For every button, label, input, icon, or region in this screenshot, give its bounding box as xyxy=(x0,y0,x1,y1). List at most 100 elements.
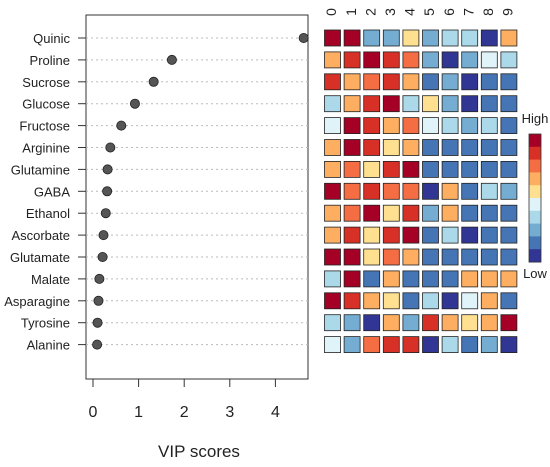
heatmap-cell xyxy=(402,248,420,266)
heatmap-cell xyxy=(402,95,420,113)
heatmap-cell xyxy=(363,160,381,178)
heatmap-cell xyxy=(382,29,400,47)
heatmap-cell xyxy=(422,226,439,244)
heatmap-cell xyxy=(461,292,479,310)
x-tick-label: 1 xyxy=(134,404,143,421)
heatmap-cell xyxy=(461,73,479,91)
heatmap-cell xyxy=(324,204,341,222)
heatmap-cell xyxy=(500,336,518,354)
heatmap-cell xyxy=(382,182,400,200)
heatmap-cell xyxy=(343,51,361,69)
heatmap-cell xyxy=(363,29,381,47)
heatmap-column-label: 3 xyxy=(382,8,398,16)
heatmap-cell xyxy=(441,139,459,156)
heatmap-cell xyxy=(363,182,381,200)
heatmap-cell xyxy=(324,160,341,178)
heatmap-cell xyxy=(441,95,459,113)
heatmap-cell xyxy=(422,336,439,354)
y-tick-label: Arginine xyxy=(22,141,70,156)
heatmap-cell xyxy=(461,51,479,69)
heatmap-cell xyxy=(480,139,498,156)
heatmap-cell xyxy=(382,270,400,288)
x-tick-label: 2 xyxy=(180,404,189,421)
heatmap-cell xyxy=(382,226,400,244)
data-point xyxy=(102,164,113,175)
heatmap-cell xyxy=(402,336,420,354)
heatmap-cell xyxy=(382,204,400,222)
heatmap-cell xyxy=(500,95,518,113)
heatmap-cell xyxy=(422,270,439,288)
legend-swatch xyxy=(529,249,541,263)
heatmap-cell xyxy=(480,182,498,200)
data-point xyxy=(97,251,108,262)
heatmap-cell xyxy=(500,248,518,266)
y-tick-label: GABA xyxy=(34,184,70,199)
y-tick-label: Quinic xyxy=(33,31,70,46)
heatmap-cell xyxy=(461,248,479,266)
heatmap-cell xyxy=(422,314,439,332)
heatmap-cell xyxy=(461,270,479,288)
heatmap-cell xyxy=(363,51,381,69)
legend-swatch xyxy=(529,198,541,212)
heatmap-cell xyxy=(461,182,479,200)
heatmap-cell xyxy=(382,117,400,134)
legend-swatch xyxy=(529,159,541,173)
heatmap-cell xyxy=(324,51,341,69)
heatmap-cell xyxy=(382,336,400,354)
heatmap-cell xyxy=(441,160,459,178)
heatmap-column-label: 4 xyxy=(402,8,418,16)
x-tick-label: 4 xyxy=(271,404,280,421)
heatmap-cell xyxy=(402,139,420,156)
heatmap-cell xyxy=(363,314,381,332)
legend-low-label: Low xyxy=(523,266,547,281)
heatmap-cell xyxy=(363,292,381,310)
heatmap-cell xyxy=(343,95,361,113)
heatmap-cell xyxy=(324,139,341,156)
data-point xyxy=(94,273,105,284)
heatmap-cell xyxy=(363,336,381,354)
legend-swatch xyxy=(529,172,541,186)
heatmap-cell xyxy=(480,95,498,113)
heatmap-cell xyxy=(461,314,479,332)
heatmap-cell xyxy=(324,248,341,266)
heatmap-cell xyxy=(441,204,459,222)
heatmap-cell xyxy=(382,292,400,310)
heatmap-cell xyxy=(324,29,341,47)
y-tick-label: Proline xyxy=(30,53,70,68)
data-point xyxy=(98,230,109,241)
y-tick-label: Alanine xyxy=(27,338,70,353)
heatmap-cell xyxy=(382,314,400,332)
y-tick-label: Glutamine xyxy=(11,162,70,177)
heatmap-cell xyxy=(422,95,439,113)
heatmap-cell xyxy=(441,51,459,69)
heatmap-column-label: 7 xyxy=(460,8,476,16)
heatmap-cell xyxy=(480,117,498,134)
heatmap-cell xyxy=(343,226,361,244)
heatmap-cell xyxy=(480,73,498,91)
heatmap-cell xyxy=(402,292,420,310)
heatmap-cell xyxy=(461,117,479,134)
data-point xyxy=(166,54,177,65)
heatmap-column-label: 9 xyxy=(500,8,516,16)
heatmap-cell xyxy=(343,270,361,288)
heatmap-cell xyxy=(500,226,518,244)
y-tick-label: Malate xyxy=(31,272,70,287)
heatmap-cell xyxy=(402,270,420,288)
heatmap-cell xyxy=(441,292,459,310)
heatmap-cell xyxy=(500,73,518,91)
heatmap-cell xyxy=(480,314,498,332)
x-axis-title: VIP scores xyxy=(158,442,240,461)
heatmap-cell xyxy=(363,226,381,244)
data-point xyxy=(129,98,140,109)
heatmap-cell xyxy=(500,204,518,222)
data-point xyxy=(92,317,103,328)
heatmap-cell xyxy=(441,226,459,244)
heatmap-cell xyxy=(382,139,400,156)
heatmap-cell xyxy=(461,29,479,47)
y-tick-label: Glucose xyxy=(22,97,70,112)
legend-swatch xyxy=(529,146,541,161)
heatmap-cell xyxy=(343,292,361,310)
heatmap-cell xyxy=(324,292,341,310)
heatmap-cell xyxy=(382,248,400,266)
